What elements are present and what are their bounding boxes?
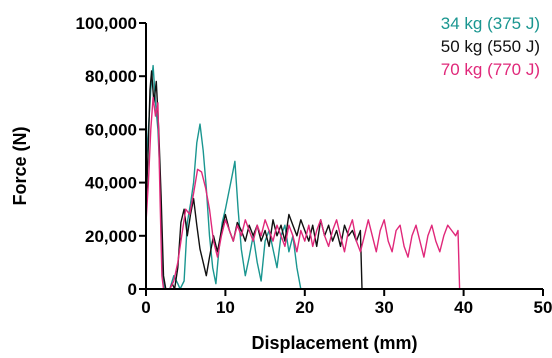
series-layer — [145, 64, 461, 290]
legend-entry-2: 50 kg (550 J) — [441, 37, 540, 56]
axes-layer: 0 20,000 40,000 60,000 80,000 100,000 0 10 20 30 4… — [76, 14, 552, 317]
x-axis-title: Displacement (mm) — [251, 333, 417, 353]
x-tick-label: 20 — [295, 298, 314, 317]
y-tick-label: 60,000 — [85, 120, 137, 139]
y-tick-label: 0 — [128, 280, 137, 299]
x-tick-label: 0 — [141, 298, 150, 317]
y-tick-label: 100,000 — [76, 14, 137, 33]
x-tick-label: 40 — [454, 298, 473, 317]
legend: 34 kg (375 J) 50 kg (550 J) 70 kg (770 J) — [441, 14, 540, 79]
series-line-1 — [145, 64, 302, 290]
x-tick-label: 30 — [375, 298, 394, 317]
y-tick-label: 20,000 — [85, 227, 137, 246]
legend-entry-1: 34 kg (375 J) — [441, 14, 540, 33]
series-line-3 — [145, 96, 461, 290]
y-tick-label: 40,000 — [85, 174, 137, 193]
x-tick-label: 50 — [534, 298, 552, 317]
x-tick-label: 10 — [216, 298, 235, 317]
y-axis-title: Force (N) — [10, 126, 30, 205]
legend-entry-3: 70 kg (770 J) — [441, 60, 540, 79]
y-tick-label: 80,000 — [85, 67, 137, 86]
